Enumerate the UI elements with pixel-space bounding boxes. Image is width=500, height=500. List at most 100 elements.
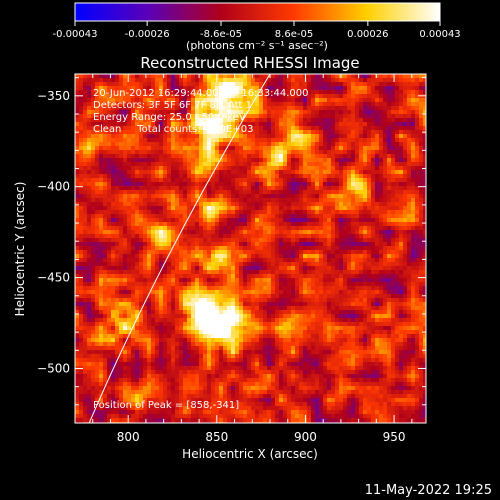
heatmap-cell [163, 234, 168, 239]
heatmap-cell [267, 178, 272, 183]
heatmap-cell [335, 106, 340, 111]
heatmap-cell [239, 126, 244, 131]
heatmap-cell [271, 190, 276, 195]
heatmap-cell [315, 262, 320, 267]
heatmap-cell [391, 162, 396, 167]
heatmap-cell [407, 98, 412, 103]
heatmap-cell [147, 74, 152, 79]
heatmap-cell [239, 286, 244, 291]
heatmap-cell [95, 82, 100, 87]
heatmap-cell [107, 238, 112, 243]
heatmap-cell [351, 266, 356, 271]
heatmap-cell [419, 258, 424, 263]
heatmap-cell [123, 294, 128, 299]
heatmap-cell [111, 182, 116, 187]
heatmap-cell [279, 210, 284, 215]
heatmap-cell [223, 226, 228, 231]
heatmap-cell [211, 118, 216, 123]
heatmap-cell [319, 86, 324, 91]
heatmap-cell [151, 186, 156, 191]
heatmap-cell [203, 286, 208, 291]
heatmap-cell [351, 186, 356, 191]
heatmap-cell [123, 282, 128, 287]
heatmap-cell [299, 130, 304, 135]
heatmap-cell [219, 162, 224, 167]
heatmap-cell [243, 146, 248, 151]
heatmap-cell [107, 82, 112, 87]
heatmap-cell [211, 278, 216, 283]
heatmap-cell [155, 258, 160, 263]
heatmap-cell [223, 242, 228, 247]
heatmap-cell [223, 258, 228, 263]
heatmap-cell [239, 150, 244, 155]
heatmap-cell [239, 138, 244, 143]
heatmap-cell [111, 206, 116, 211]
heatmap-cell [195, 90, 200, 95]
heatmap-cell [231, 278, 236, 283]
heatmap-cell [135, 294, 140, 299]
heatmap-cell [195, 166, 200, 171]
heatmap-cell [239, 74, 244, 79]
heatmap-cell [187, 282, 192, 287]
heatmap-cell [323, 158, 328, 163]
heatmap-cell [159, 246, 164, 251]
heatmap-cell [295, 222, 300, 227]
heatmap-cell [159, 298, 164, 303]
heatmap-cell [407, 242, 412, 247]
heatmap-cell [383, 138, 388, 143]
heatmap-cell [239, 246, 244, 251]
heatmap-cell [259, 146, 264, 151]
heatmap-cell [179, 174, 184, 179]
heatmap-cell [103, 82, 108, 87]
heatmap-cell [395, 194, 400, 199]
heatmap-cell [239, 154, 244, 159]
heatmap-cell [199, 270, 204, 275]
heatmap-cell [115, 206, 120, 211]
heatmap-cell [151, 246, 156, 251]
heatmap-cell [315, 130, 320, 135]
heatmap-cell [351, 138, 356, 143]
heatmap-cell [119, 246, 124, 251]
heatmap-cell [87, 186, 92, 191]
heatmap-cell [367, 274, 372, 279]
heatmap-cell [315, 238, 320, 243]
heatmap-cell [415, 170, 420, 175]
heatmap-cell [123, 290, 128, 295]
heatmap-cell [339, 94, 344, 99]
heatmap-cell [235, 190, 240, 195]
heatmap-cell [363, 150, 368, 155]
heatmap-cell [183, 150, 188, 155]
heatmap-cell [131, 262, 136, 267]
heatmap-cell [111, 214, 116, 219]
heatmap-cell [419, 138, 424, 143]
heatmap-cell [91, 250, 96, 255]
heatmap-cell [335, 118, 340, 123]
heatmap-cell [223, 134, 228, 139]
heatmap-cell [91, 298, 96, 303]
heatmap-cell [127, 250, 132, 255]
heatmap-cell [367, 230, 372, 235]
heatmap-cell [107, 78, 112, 83]
heatmap-cell [259, 154, 264, 159]
heatmap-cell [415, 134, 420, 139]
heatmap-cell [283, 190, 288, 195]
heatmap-cell [99, 118, 104, 123]
heatmap-cell [259, 142, 264, 147]
heatmap-cell [347, 274, 352, 279]
heatmap-cell [115, 294, 120, 299]
heatmap-cell [371, 150, 376, 155]
heatmap-cell [203, 94, 208, 99]
heatmap-cell [199, 82, 204, 87]
heatmap-cell [327, 98, 332, 103]
heatmap-cell [403, 158, 408, 163]
heatmap-cell [339, 114, 344, 119]
heatmap-cell [183, 282, 188, 287]
heatmap-cell [267, 186, 272, 191]
heatmap-cell [127, 222, 132, 227]
heatmap-cell [331, 142, 336, 147]
heatmap-cell [395, 106, 400, 111]
heatmap-cell [171, 298, 176, 303]
heatmap-cell [99, 298, 104, 303]
heatmap-cell [419, 162, 424, 167]
heatmap-cell [199, 134, 204, 139]
